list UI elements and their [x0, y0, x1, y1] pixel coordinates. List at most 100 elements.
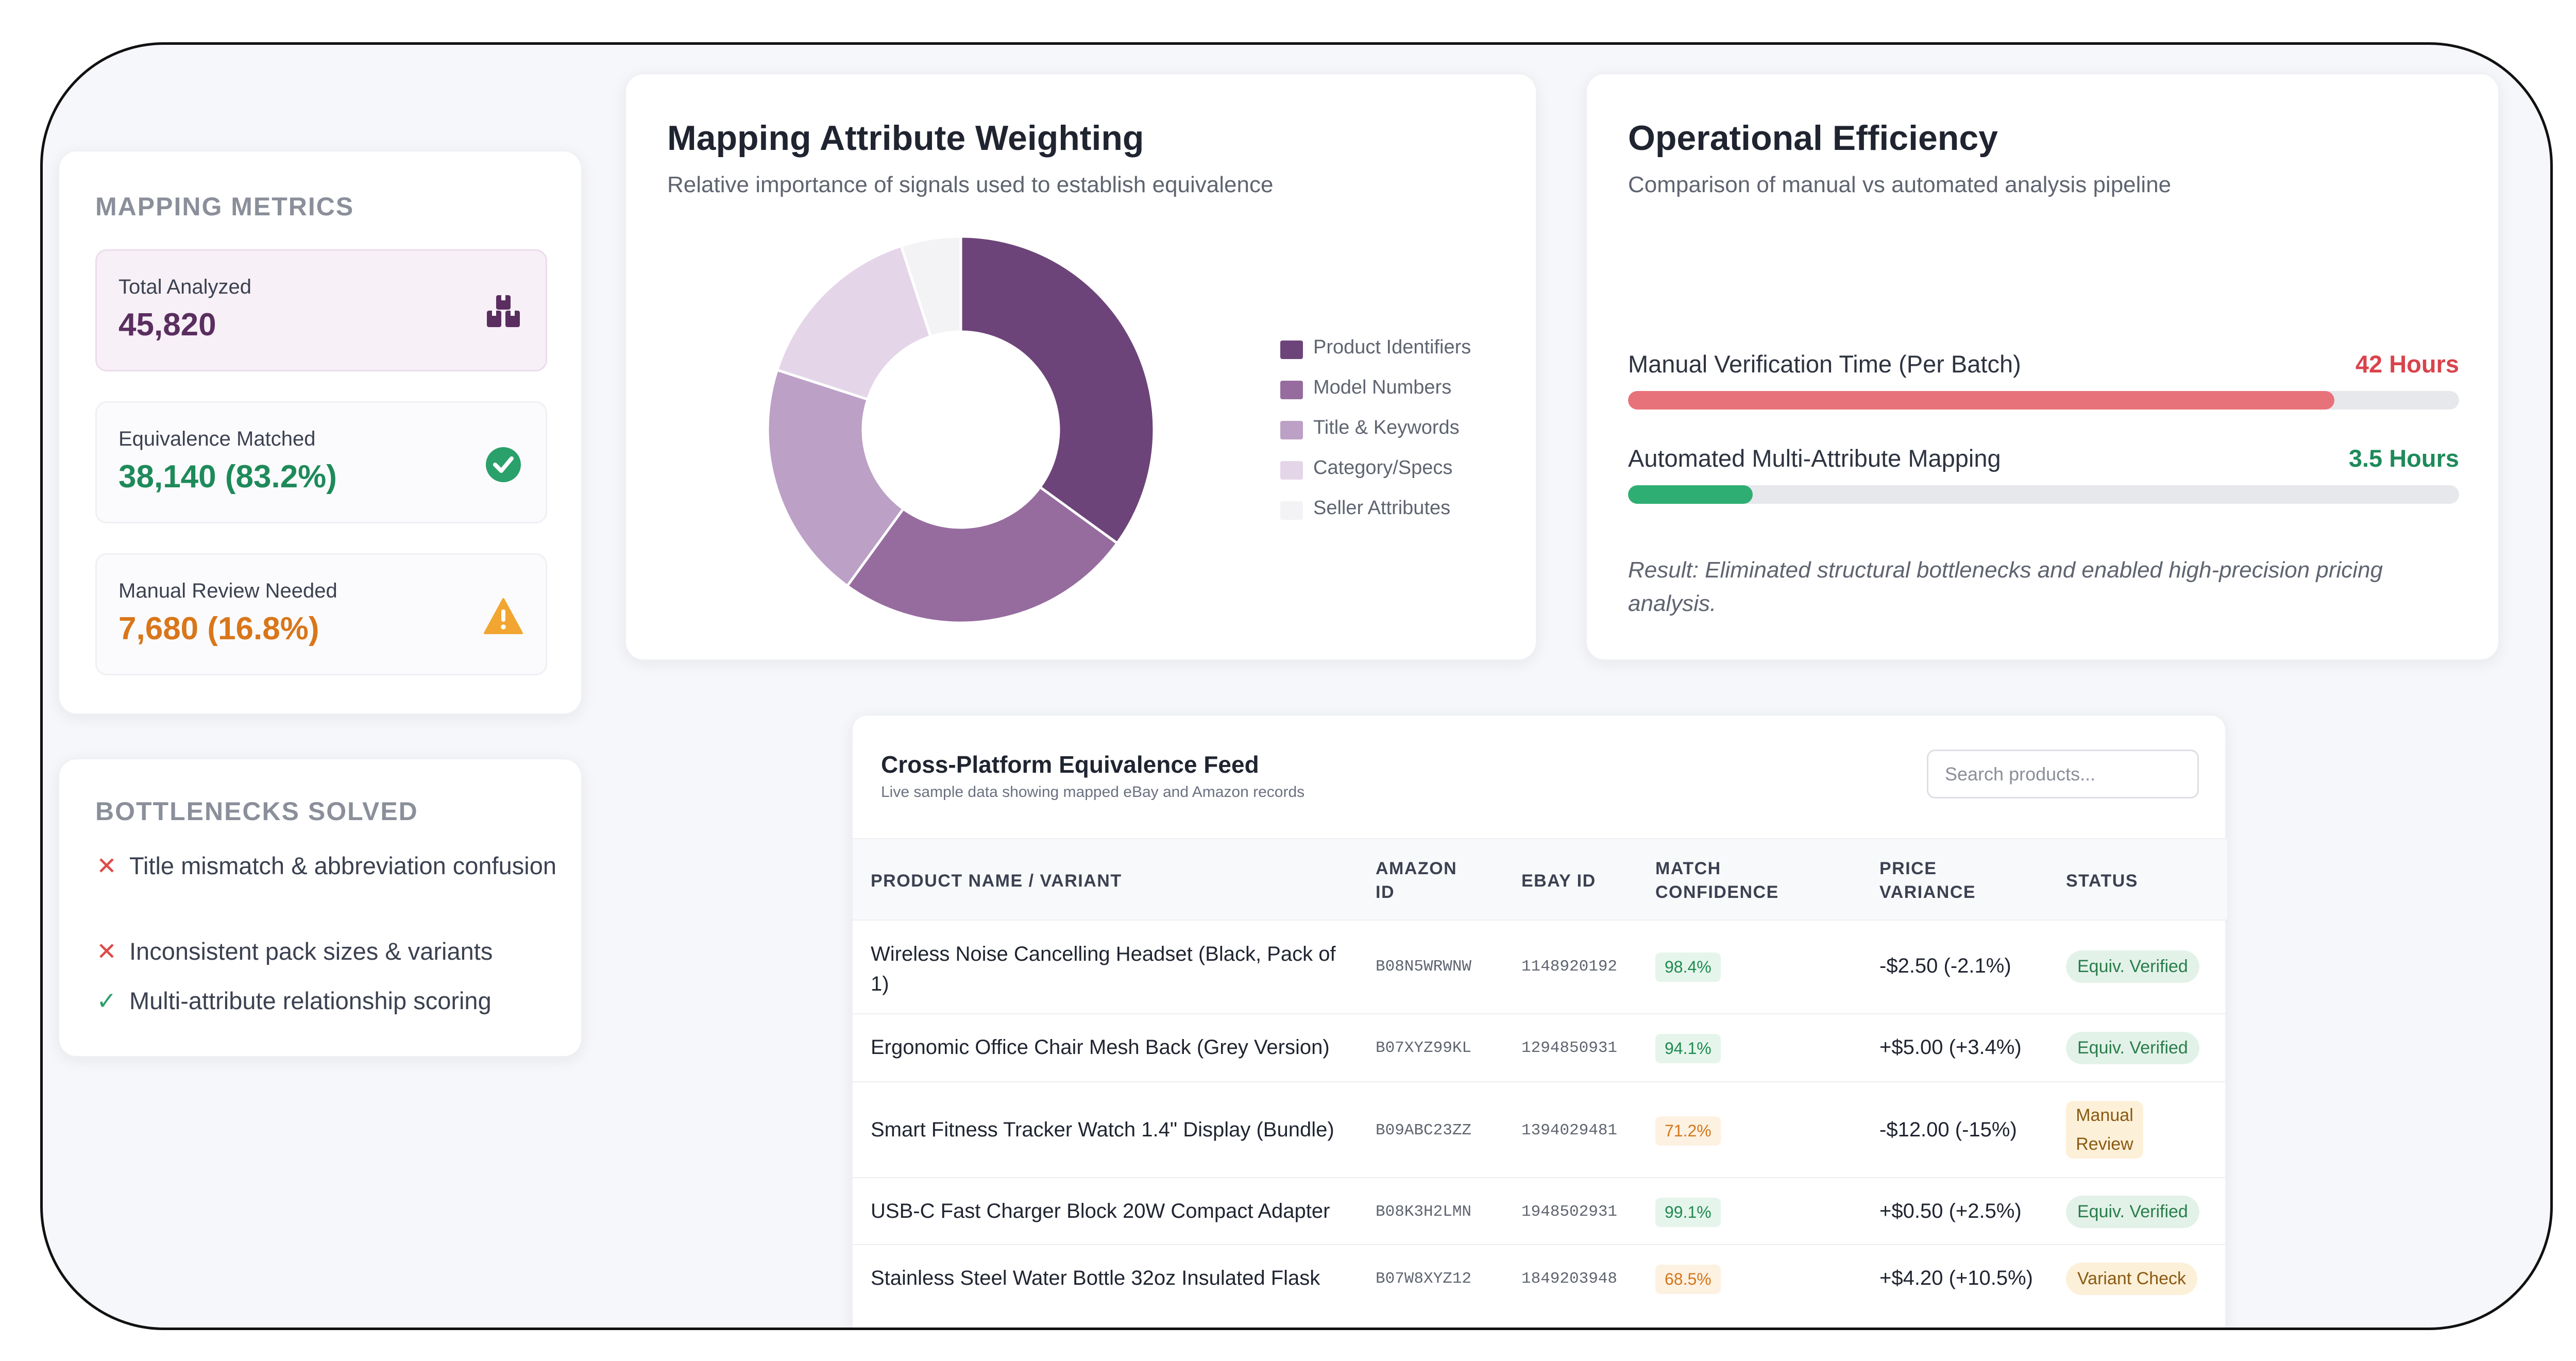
status-badge: Manual Review	[2066, 1101, 2143, 1159]
legend-swatch	[1280, 421, 1303, 439]
legend-label: Seller Attributes	[1313, 497, 1451, 519]
dashboard-frame: MAPPING METRICS Total Analyzed 45,820 Eq…	[40, 42, 2553, 1330]
amazon-id: B07W8XYZ12	[1376, 1270, 1472, 1288]
confidence-badge: 99.1%	[1655, 1198, 1721, 1227]
mapping-metrics-title: MAPPING METRICS	[95, 192, 354, 221]
amazon-id: B08K3H2LMN	[1376, 1203, 1472, 1221]
product-name: Smart Fitness Tracker Watch 1.4" Display…	[871, 1118, 1334, 1141]
legend-swatch	[1280, 461, 1303, 480]
donut-slice-seller-attributes[interactable]	[899, 235, 962, 338]
legend-swatch	[1280, 341, 1303, 359]
bar-track	[1628, 485, 2459, 504]
metric-manual-review[interactable]: Manual Review Needed 7,680 (16.8%)	[95, 553, 547, 675]
boxes-icon	[487, 295, 520, 327]
price-variance: +$4.20 (+10.5%)	[1879, 1267, 2033, 1289]
confidence-badge: 98.4%	[1655, 952, 1721, 982]
bar-value: 42 Hours	[2355, 350, 2459, 378]
bottleneck-text: Inconsistent pack sizes & variants	[129, 938, 493, 965]
donut-slice-title-keywords[interactable]	[766, 368, 905, 588]
check-circle-icon	[486, 447, 521, 482]
table-row[interactable]: Ergonomic Office Chair Mesh Back (Grey V…	[853, 1014, 2227, 1082]
confidence-badge: 68.5%	[1655, 1265, 1721, 1294]
product-name: USB-C Fast Charger Block 20W Compact Ada…	[871, 1200, 1330, 1222]
feed-subtitle: Live sample data showing mapped eBay and…	[881, 784, 1305, 801]
amazon-id: B09ABC23ZZ	[1376, 1121, 1472, 1139]
header-match-confidence[interactable]: MATCH CONFIDENCE	[1655, 859, 1779, 902]
metric-total-analyzed[interactable]: Total Analyzed 45,820	[95, 249, 547, 371]
table-row[interactable]: Stainless Steel Water Bottle 32oz Insula…	[853, 1245, 2227, 1312]
legend-label: Title & Keywords	[1313, 417, 1460, 438]
bar-track	[1628, 391, 2459, 410]
confidence-badge: 94.1%	[1655, 1034, 1721, 1063]
metric-label: Equivalence Matched	[118, 428, 316, 450]
efficiency-result: Result: Eliminated structural bottleneck…	[1628, 557, 2383, 616]
metric-value: 38,140 (83.2%)	[118, 459, 337, 495]
mapping-metrics-card: MAPPING METRICS Total Analyzed 45,820 Eq…	[58, 150, 582, 714]
ebay-id: 1294850931	[1521, 1039, 1618, 1057]
confidence-badge: 71.2%	[1655, 1116, 1721, 1146]
bar-label: Automated Multi-Attribute Mapping	[1628, 445, 2001, 472]
weighting-subtitle: Relative importance of signals used to e…	[667, 172, 1274, 197]
ebay-id: 1948502931	[1521, 1203, 1618, 1221]
bar-label: Manual Verification Time (Per Batch)	[1628, 350, 2021, 378]
check-icon: ✓	[96, 987, 117, 1014]
product-name: Wireless Noise Cancelling Headset (Black…	[871, 943, 1336, 995]
header-ebay-id[interactable]: EBAY ID	[1521, 871, 1596, 891]
legend-label: Product Identifiers	[1313, 336, 1471, 358]
bottleneck-text: Title mismatch & abbreviation confusion	[129, 852, 556, 879]
status-badge: Equiv. Verified	[2066, 950, 2199, 983]
status-badge: Equiv. Verified	[2066, 1196, 2199, 1228]
search-input[interactable]	[1927, 750, 2199, 798]
header-product[interactable]: PRODUCT NAME / VARIANT	[871, 871, 1122, 891]
ebay-id: 1394029481	[1521, 1121, 1618, 1139]
donut-chart	[766, 235, 1156, 624]
status-badge: Variant Check	[2066, 1263, 2198, 1295]
bottleneck-text: Multi-attribute relationship scoring	[129, 987, 492, 1014]
amazon-id: B08N5WRWNW	[1376, 958, 1472, 976]
cross-icon: ✕	[96, 938, 117, 965]
price-variance: +$0.50 (+2.5%)	[1879, 1200, 2022, 1222]
metric-value: 7,680 (16.8%)	[118, 611, 319, 647]
equivalence-feed-card: Cross-Platform Equivalence Feed Live sam…	[852, 714, 2227, 1328]
efficiency-title: Operational Efficiency	[1628, 118, 1998, 158]
efficiency-subtitle: Comparison of manual vs automated analys…	[1628, 172, 2172, 197]
price-variance: -$12.00 (-15%)	[1879, 1118, 2017, 1141]
feed-title: Cross-Platform Equivalence Feed	[881, 751, 1259, 778]
ebay-id: 1148920192	[1521, 958, 1618, 976]
table-header: PRODUCT NAME / VARIANT AMAZON ID EBAY ID…	[853, 838, 2227, 921]
status-badge: Equiv. Verified	[2066, 1032, 2199, 1064]
header-status[interactable]: STATUS	[2066, 871, 2138, 891]
legend-swatch	[1280, 501, 1303, 520]
cross-icon: ✕	[96, 852, 117, 879]
donut-slice-category-specs[interactable]	[775, 244, 933, 401]
donut-slice-model-numbers[interactable]	[845, 485, 1119, 624]
metric-value: 45,820	[118, 307, 216, 343]
product-name: Ergonomic Office Chair Mesh Back (Grey V…	[871, 1036, 1330, 1059]
weighting-title: Mapping Attribute Weighting	[667, 118, 1144, 158]
legend-swatch	[1280, 381, 1303, 399]
price-variance: -$2.50 (-2.1%)	[1879, 955, 2011, 977]
price-variance: +$5.00 (+3.4%)	[1879, 1036, 2022, 1059]
operational-efficiency-card: Operational Efficiency Comparison of man…	[1586, 73, 2499, 660]
bar-fill	[1628, 391, 2335, 410]
metric-equivalence-matched[interactable]: Equivalence Matched 38,140 (83.2%)	[95, 401, 547, 523]
table-row[interactable]: Smart Fitness Tracker Watch 1.4" Display…	[853, 1082, 2227, 1178]
amazon-id: B07XYZ99KL	[1376, 1039, 1472, 1057]
legend-label: Model Numbers	[1313, 377, 1452, 398]
metric-label: Total Analyzed	[118, 276, 251, 298]
table-row[interactable]: USB-C Fast Charger Block 20W Compact Ada…	[853, 1178, 2227, 1245]
bottlenecks-card: BOTTLENECKS SOLVED ✕ Title mismatch & ab…	[58, 758, 582, 1057]
table-row[interactable]: Wireless Noise Cancelling Headset (Black…	[853, 922, 2227, 1014]
ebay-id: 1849203948	[1521, 1270, 1618, 1288]
bar-value: 3.5 Hours	[2348, 445, 2459, 472]
product-name: Stainless Steel Water Bottle 32oz Insula…	[871, 1267, 1320, 1289]
warning-icon	[484, 598, 523, 634]
bottlenecks-title: BOTTLENECKS SOLVED	[95, 797, 418, 826]
header-amazon-id[interactable]: AMAZON ID	[1376, 859, 1458, 902]
legend-label: Category/Specs	[1313, 457, 1453, 479]
metric-label: Manual Review Needed	[118, 580, 337, 602]
bar-fill	[1628, 485, 1753, 504]
donut-slice-product-identifiers[interactable]	[959, 235, 1156, 545]
attribute-weighting-card: Mapping Attribute Weighting Relative imp…	[625, 73, 1537, 660]
header-price-variance[interactable]: PRICE VARIANCE	[1879, 859, 1976, 902]
